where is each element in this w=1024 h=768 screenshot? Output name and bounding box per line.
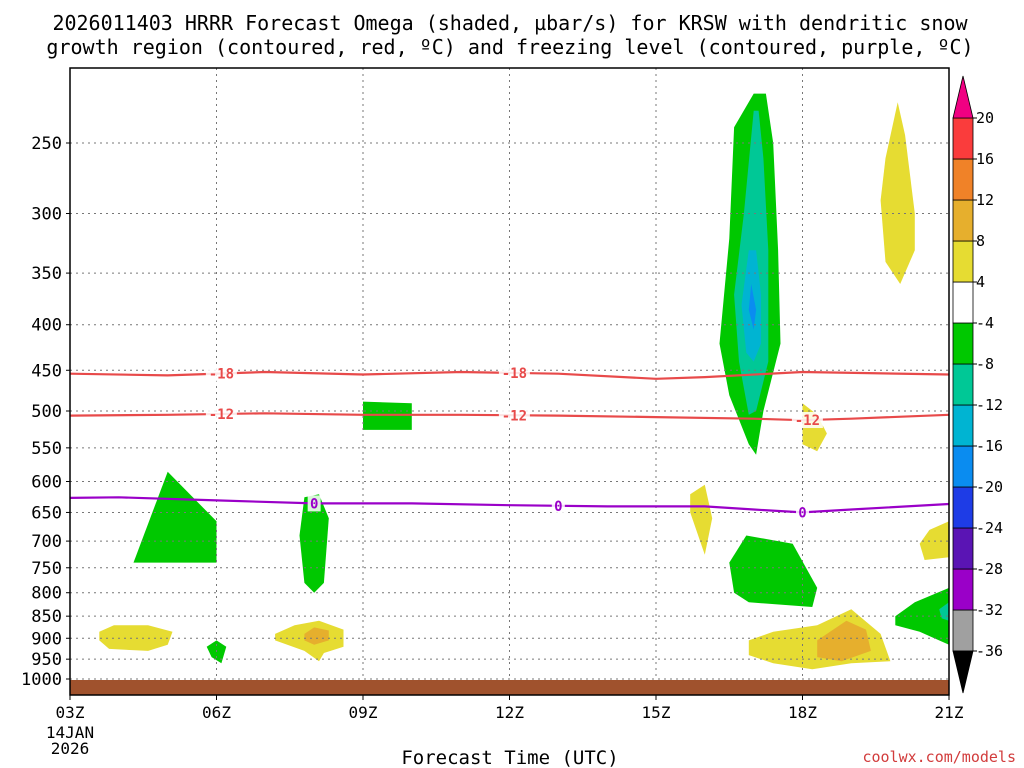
contour-label-bg	[205, 406, 237, 423]
ground-surface	[70, 680, 949, 695]
omega-region-sinking-08z-core	[304, 627, 329, 645]
chart-title-line1: 2026011403 HRRR Forecast Omega (shaded, …	[52, 11, 968, 35]
colorbar-over-arrow	[952, 75, 974, 119]
omega-region-sinking-04z	[99, 625, 173, 651]
colorbar-tick-label--20: -20	[976, 478, 1003, 496]
x-tick-label-12Z: 12Z	[495, 703, 524, 722]
y-tick-label-850: 850	[31, 607, 62, 627]
colorbar-band--4-to-4	[952, 281, 974, 324]
colorbar-band--24-to--20	[952, 486, 974, 529]
colorbar-tick-label--16: -16	[976, 437, 1003, 455]
colorbar-band-8-to-12	[952, 199, 974, 242]
contour-label-dgz-minus-12-1: -12	[502, 408, 527, 424]
contour-label-bg	[205, 365, 237, 382]
pressure-axis: 2503003504004505005506006507007508008509…	[21, 134, 70, 690]
colorbar-band-12-to-16	[952, 158, 974, 201]
contour-label-dgz-minus-18-1: -18	[502, 366, 527, 382]
y-tick-label-800: 800	[31, 584, 62, 604]
omega-region-upward-08z	[299, 494, 329, 593]
date-label: 14JAN	[46, 723, 94, 742]
colorbar-band-16-to-20	[952, 117, 974, 160]
colorbar-under-arrow	[952, 650, 974, 694]
y-tick-label-650: 650	[31, 503, 62, 523]
contour-label-freezing-level-1: 0	[554, 499, 562, 515]
omega-shading	[99, 93, 949, 670]
colorbar-tick-label--8: -8	[976, 355, 994, 373]
contour-label-freezing-level-2: 0	[798, 505, 806, 521]
colorbar-tick-label--36: -36	[976, 642, 1003, 660]
y-tick-label-700: 700	[31, 532, 62, 552]
colorbar-tick-label-8: 8	[976, 232, 985, 250]
colorbar-tick-label-4: 4	[976, 273, 985, 291]
omega-colorbar: -36 -32 -28 -24 -20 -16 -12 -8 -4 4 8 12 16 20	[952, 75, 1003, 694]
contour-label-dgz-minus-12-0: -12	[209, 407, 234, 423]
y-tick-label-300: 300	[31, 204, 62, 224]
colorbar-tick-label-20: 20	[976, 109, 994, 127]
omega-region-sinking-18z-core	[817, 620, 871, 662]
contour-label-bg	[498, 407, 530, 424]
contour-label-bg	[791, 412, 823, 429]
contour-label-freezing-level-0: 0	[310, 496, 318, 512]
y-tick-label-350: 350	[31, 264, 62, 284]
omega-region-upward-17z-blue	[748, 284, 757, 330]
y-tick-label-600: 600	[31, 472, 62, 492]
contour-label-bg	[796, 504, 809, 521]
colorbar-band--32-to--28	[952, 568, 974, 611]
colorbar-tick-label--4: -4	[976, 314, 994, 332]
y-tick-label-250: 250	[31, 134, 62, 154]
x-tick-label-06Z: 06Z	[202, 703, 231, 722]
year-label: 2026	[51, 739, 90, 758]
colorbar-band--16-to--12	[952, 404, 974, 447]
time-axis: 03Z 06Z 09Z 12Z 15Z 18Z 21Z	[56, 695, 964, 722]
contour-label-dgz-minus-12-2: -12	[795, 413, 820, 429]
omega-region-upward-17z-low	[729, 535, 818, 607]
watermark-text: coolwx.com/models	[862, 748, 1016, 766]
y-tick-label-400: 400	[31, 316, 62, 336]
contour-label-bg	[498, 364, 530, 381]
colorbar-tick-label-16: 16	[976, 150, 994, 168]
x-axis-title: Forecast Time (UTC)	[401, 747, 618, 768]
colorbar-band--12-to--8	[952, 363, 974, 406]
chart-title-line2: growth region (contoured, red, ºC) and f…	[46, 35, 973, 59]
colorbar-tick-label--12: -12	[976, 396, 1003, 414]
omega-region-sinking-16z	[690, 484, 713, 555]
y-tick-label-950: 950	[31, 650, 62, 670]
grid-lines	[70, 68, 949, 695]
y-tick-label-550: 550	[31, 439, 62, 459]
y-tick-label-1000: 1000	[21, 670, 62, 690]
y-tick-label-900: 900	[31, 629, 62, 649]
colorbar-band--36-to--32	[952, 609, 974, 652]
contour-label-bg	[551, 497, 565, 514]
omega-region-sinking-20z-upper	[880, 102, 915, 284]
x-tick-label-09Z: 09Z	[349, 703, 378, 722]
x-tick-label-18Z: 18Z	[788, 703, 817, 722]
x-tick-label-03Z: 03Z	[56, 703, 85, 722]
colorbar-tick-label--32: -32	[976, 601, 1003, 619]
contour-label-dgz-minus-18-0: -18	[209, 367, 234, 383]
omega-region-upward-05z	[133, 471, 217, 563]
colorbar-tick-label-12: 12	[976, 191, 994, 209]
colorbar-band--20-to--16	[952, 445, 974, 488]
colorbar-band--28-to--24	[952, 527, 974, 570]
y-tick-label-450: 450	[31, 361, 62, 381]
temperature-contours: -18 -18 -12 -12 -12 0 0 0	[70, 364, 949, 521]
colorbar-tick-label--24: -24	[976, 519, 1003, 537]
contour-label-bg	[307, 495, 321, 512]
colorbar-band-4-to-8	[952, 240, 974, 283]
y-tick-label-750: 750	[31, 559, 62, 579]
y-tick-label-500: 500	[31, 402, 62, 422]
colorbar-tick-label--28: -28	[976, 560, 1003, 578]
x-tick-label-21Z: 21Z	[935, 703, 964, 722]
x-tick-label-15Z: 15Z	[642, 703, 671, 722]
colorbar-band--8-to--4	[952, 322, 974, 365]
plot-area: -18 -18 -12 -12 -12 0 0 0	[69, 67, 950, 696]
